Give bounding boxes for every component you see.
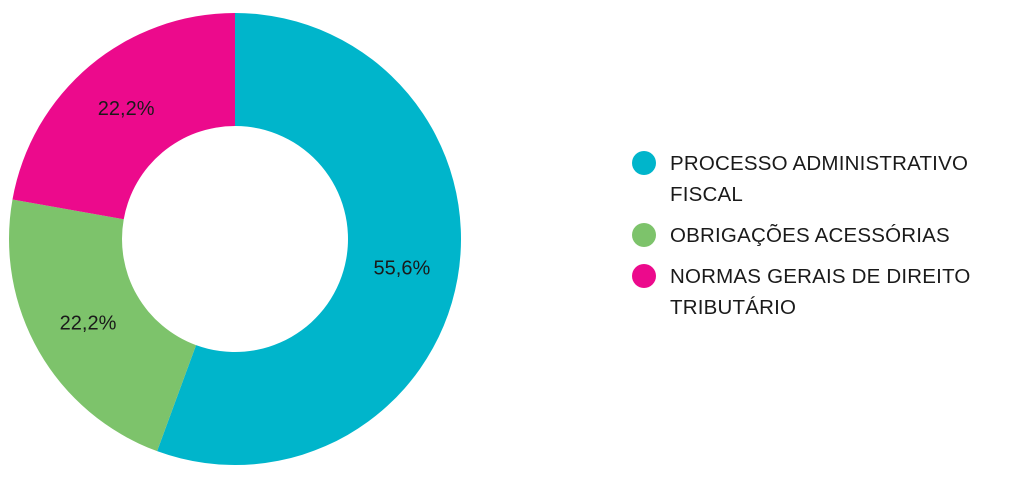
legend-label: NORMAS GERAIS DE DIREITO TRIBUTÁRIO <box>670 265 971 319</box>
legend-item-obrigacoes-acessorias: OBRIGAÇÕES ACESSÓRIAS <box>632 220 1017 251</box>
slice-processo-administrativo-fiscal <box>157 12 462 466</box>
slice-normas-gerais-de-direito-tributario <box>12 13 235 220</box>
slice-value-label: 22,2% <box>60 312 117 334</box>
donut-slices <box>9 12 462 466</box>
legend-color-dot <box>632 223 656 247</box>
slice-labels: 55,6% 22,2% 22,2% <box>60 98 431 334</box>
slice-value-label: 55,6% <box>374 258 431 280</box>
legend-item-normas-gerais-de-direito-tributario: NORMAS GERAIS DE DIREITO TRIBUTÁRIO <box>632 261 1017 323</box>
legend-label: OBRIGAÇÕES ACESSÓRIAS <box>670 224 950 247</box>
legend-color-dot <box>632 151 656 175</box>
legend-color-dot <box>632 264 656 288</box>
chart-legend: PROCESSO ADMINISTRATIVO FISCAL OBRIGAÇÕES… <box>632 148 1017 333</box>
legend-item-processo-administrativo-fiscal: PROCESSO ADMINISTRATIVO FISCAL <box>632 148 1017 210</box>
donut-chart: 55,6% 22,2% 22,2% <box>9 12 462 466</box>
slice-value-label: 22,2% <box>98 98 155 120</box>
slice-obrigacoes-acessorias <box>9 199 197 452</box>
legend-label: PROCESSO ADMINISTRATIVO FISCAL <box>670 152 969 206</box>
